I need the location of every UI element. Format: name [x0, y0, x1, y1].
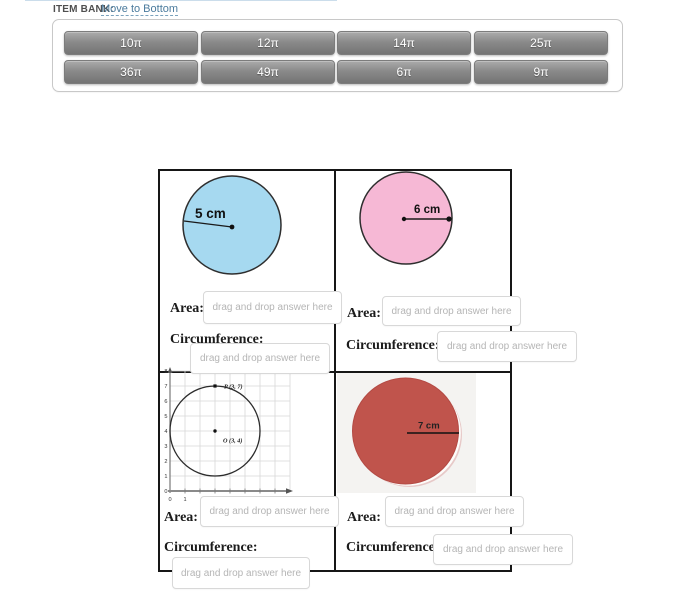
x-axis-arrow: [286, 488, 293, 494]
y-tick: 1: [164, 474, 167, 480]
column-divider: [334, 171, 336, 570]
area-label: Area:: [347, 510, 381, 525]
radius-label: 6 cm: [414, 204, 440, 216]
top-divider-line: [25, 0, 337, 1]
y-tick: 5: [164, 414, 167, 420]
y-tick: 6: [164, 399, 167, 405]
item-bank-tile[interactable]: 14π: [337, 31, 471, 55]
coordinate-graph: P (3, 7) O (3, 4) 8 7 6 5 4 3 2 1 0 0 1: [164, 367, 293, 503]
radius-line: [183, 220, 233, 228]
radius-label: 7 cm: [418, 421, 440, 432]
circle-shape: [352, 377, 459, 485]
answer-dropzone-area-topleft[interactable]: drag and drop answer here: [203, 291, 342, 324]
y-axis-arrow: [167, 367, 173, 373]
edge-dot: [446, 216, 452, 222]
answer-dropzone-circumference-bottomright[interactable]: drag and drop answer here: [433, 534, 573, 565]
y-tick: 0: [164, 489, 167, 495]
circle-shape: [359, 171, 453, 265]
pink-circle-figure: 6 cm: [359, 171, 453, 265]
y-tick: 3: [164, 444, 167, 450]
x-axis-ticks: [184, 488, 276, 494]
radius-label: 5 cm: [195, 206, 226, 221]
circumference-label: Circumference:: [346, 338, 440, 353]
circumference-label: Circumference:: [346, 540, 440, 555]
x-tick: 0: [168, 497, 171, 503]
item-bank-tile[interactable]: 6π: [337, 60, 471, 84]
y-tick: 4: [164, 429, 167, 435]
row-divider: [160, 371, 510, 373]
answer-dropzone-circumference-topleft[interactable]: drag and drop answer here: [190, 343, 330, 374]
point-p-label: P (3, 7): [224, 384, 243, 391]
item-bank-tile[interactable]: 10π: [64, 31, 198, 55]
blue-circle-figure: 5 cm: [182, 175, 282, 275]
area-label: Area:: [347, 306, 381, 321]
item-bank-tile[interactable]: 36π: [64, 60, 198, 84]
area-label: Area:: [170, 301, 204, 316]
point-p: [213, 384, 217, 388]
item-bank-tile[interactable]: 49π: [201, 60, 335, 84]
point-o-label: O (3, 4): [223, 438, 242, 445]
answer-dropzone-circumference-topright[interactable]: drag and drop answer here: [437, 331, 577, 362]
item-bank-tile[interactable]: 9π: [474, 60, 608, 84]
circumference-label: Circumference:: [164, 540, 258, 555]
answer-dropzone-area-bottomright[interactable]: drag and drop answer here: [385, 496, 524, 527]
y-tick: 2: [164, 459, 167, 465]
answer-dropzone-area-bottomleft[interactable]: drag and drop answer here: [200, 496, 339, 527]
item-bank-label: ITEM BANK:: [53, 4, 114, 15]
x-tick: 1: [183, 497, 186, 503]
point-o: [213, 429, 217, 433]
item-bank-tile[interactable]: 25π: [474, 31, 608, 55]
move-to-bottom-link[interactable]: Move to Bottom: [101, 3, 179, 16]
item-bank-panel: 10π 12π 14π 25π 36π 49π 6π 9π: [52, 19, 623, 92]
y-tick: 7: [164, 384, 167, 390]
area-label: Area:: [164, 510, 198, 525]
answer-dropzone-area-topright[interactable]: drag and drop answer here: [382, 296, 521, 326]
item-bank-tile[interactable]: 12π: [201, 31, 335, 55]
y-tick: 8: [164, 369, 167, 375]
center-dot: [401, 216, 407, 222]
red-circle-figure: 7 cm: [352, 377, 462, 487]
center-dot: [229, 224, 235, 230]
answer-dropzone-circumference-bottomleft[interactable]: drag and drop answer here: [172, 557, 310, 589]
